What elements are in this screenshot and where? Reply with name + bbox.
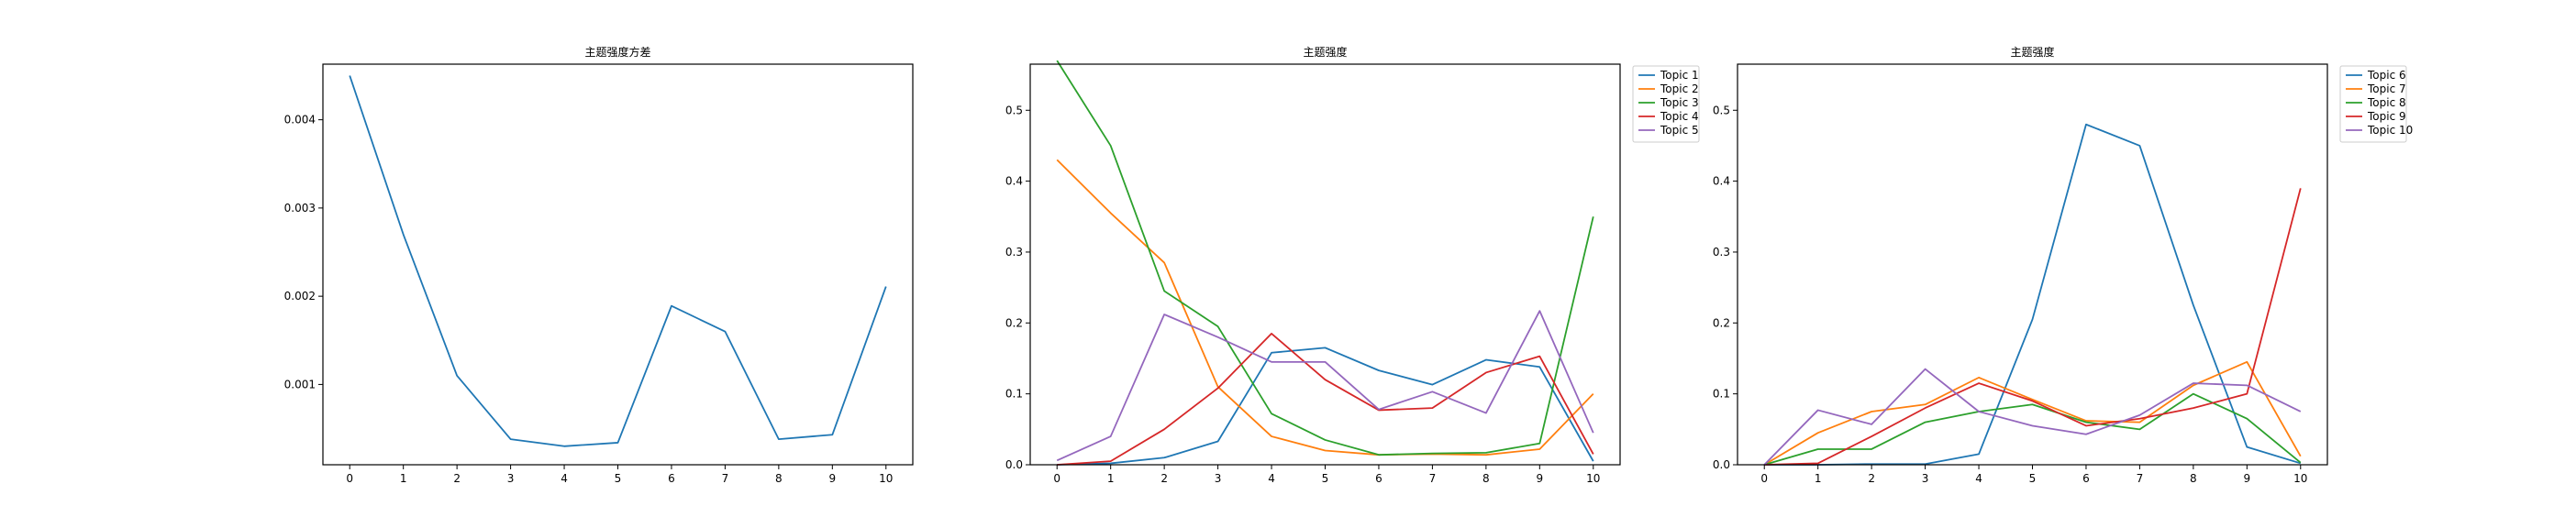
x-tick-label: 1 <box>400 472 407 485</box>
series-line-topic-7 <box>1763 360 2302 466</box>
x-tick-label: 5 <box>2029 472 2037 485</box>
chart-title: 主题强度方差 <box>584 45 650 59</box>
legend-label: Topic 3 <box>1660 96 1699 109</box>
legend-label: Topic 6 <box>2367 69 2406 82</box>
series-line-1 <box>349 75 887 447</box>
y-tick-label: 0.1 <box>1005 388 1023 401</box>
x-tick-label: 8 <box>2190 472 2197 485</box>
y-tick-label: 0.5 <box>1713 104 1730 116</box>
series-line-topic-9 <box>1764 188 2302 466</box>
chart-2: 主题强度 0 1 2 3 4 5 6 7 8 9 10 0.0 0.1 0.2 0.3 0.4 0.5 Topic … <box>1005 45 1700 485</box>
chart-title: 主题强度 <box>2010 45 2054 59</box>
x-tick-label: 6 <box>668 472 675 485</box>
axes-frame <box>1029 63 1621 466</box>
axes-frame <box>322 63 914 466</box>
legend-label: Topic 2 <box>1660 82 1699 95</box>
series-line-topic-6 <box>1764 123 2302 466</box>
y-tick-label: 0.1 <box>1713 388 1730 401</box>
x-tick-label: 7 <box>2137 472 2144 485</box>
y-tick-label: 0.4 <box>1005 175 1023 188</box>
legend-box <box>1632 65 1700 143</box>
x-tick-label: 3 <box>507 472 515 485</box>
x-tick-label: 1 <box>1107 472 1115 485</box>
y-tick-label: 0.001 <box>284 378 316 390</box>
legend-label: Topic 5 <box>1660 124 1699 137</box>
x-tick-label: 4 <box>1268 472 1275 485</box>
y-tick-label: 0.3 <box>1005 246 1023 258</box>
x-tick-label: 7 <box>722 472 729 485</box>
x-tick-label: 2 <box>1160 472 1168 485</box>
x-tick-label: 2 <box>1868 472 1875 485</box>
chart-3: 主题强度 0 1 2 3 4 5 6 7 8 9 10 0.0 0.1 0.2 0.3 0.4 0.5 Topic … <box>1713 45 2413 485</box>
series-line-topic-8 <box>1763 392 2302 466</box>
legend-box <box>2339 65 2407 143</box>
y-tick-label: 0.2 <box>1005 316 1023 329</box>
series-line-topic-2 <box>1056 159 1594 456</box>
legend-label: Topic 8 <box>2367 96 2406 109</box>
x-tick-label: 9 <box>828 472 836 485</box>
legend-label: Topic 10 <box>2367 124 2413 137</box>
x-tick-label: 3 <box>1922 472 1929 485</box>
x-tick-label: 0 <box>1760 472 1768 485</box>
x-tick-label: 3 <box>1215 472 1222 485</box>
x-tick-label: 4 <box>561 472 568 485</box>
x-tick-label: 10 <box>1586 472 1600 485</box>
y-tick-label: 0.0 <box>1713 458 1730 471</box>
x-tick-label: 7 <box>1429 472 1437 485</box>
x-tick-label: 6 <box>2082 472 2090 485</box>
x-tick-label: 6 <box>1375 472 1382 485</box>
y-tick-label: 0.0 <box>1005 458 1023 471</box>
x-tick-label: 0 <box>1053 472 1060 485</box>
chart-1: 主题强度方差 0 1 2 3 4 5 6 7 8 9 10 0.001 0.002 0.003 0.004 <box>284 45 914 485</box>
series-line-topic-1 <box>1057 346 1594 466</box>
x-tick-label: 10 <box>879 472 893 485</box>
x-tick-label: 5 <box>1322 472 1329 485</box>
series-line-topic-4 <box>1057 333 1594 466</box>
y-tick-label: 0.003 <box>284 202 316 214</box>
x-tick-label: 0 <box>346 472 353 485</box>
series-line-topic-5 <box>1056 310 1594 462</box>
y-tick-label: 0.004 <box>284 114 316 126</box>
x-tick-label: 8 <box>1482 472 1490 485</box>
legend-label: Topic 7 <box>2367 82 2406 95</box>
x-tick-label: 8 <box>775 472 783 485</box>
y-tick-label: 0.2 <box>1713 316 1730 329</box>
x-tick-label: 2 <box>453 472 461 485</box>
legend-label: Topic 4 <box>1660 110 1699 123</box>
chart-title: 主题强度 <box>1303 45 1347 59</box>
y-tick-label: 0.002 <box>284 290 316 302</box>
legend-label: Topic 9 <box>2367 110 2406 123</box>
x-tick-label: 5 <box>615 472 622 485</box>
x-tick-label: 1 <box>1815 472 1822 485</box>
y-tick-label: 0.5 <box>1005 104 1023 116</box>
series-line-topic-10 <box>1763 368 2302 466</box>
legend-label: Topic 1 <box>1660 69 1699 82</box>
x-tick-label: 9 <box>2243 472 2250 485</box>
x-tick-label: 9 <box>1536 472 1543 485</box>
y-tick-label: 0.3 <box>1713 246 1730 258</box>
x-tick-label: 4 <box>1975 472 1982 485</box>
y-tick-label: 0.4 <box>1713 175 1730 188</box>
series-line-topic-3 <box>1056 60 1594 456</box>
x-tick-label: 10 <box>2293 472 2307 485</box>
